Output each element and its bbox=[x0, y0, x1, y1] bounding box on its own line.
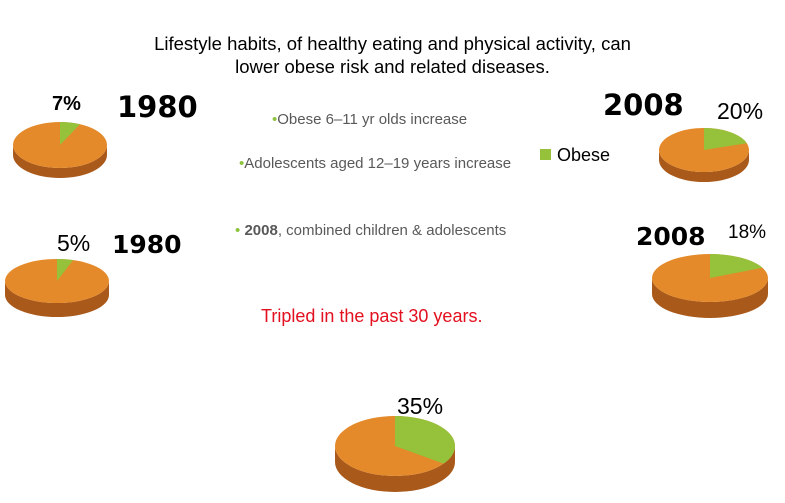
pie-side bbox=[335, 446, 455, 492]
pie-side bbox=[5, 281, 109, 317]
title-line-1: Lifestyle habits, of healthy eating and … bbox=[154, 33, 631, 54]
pie-1-percent-label: 7% bbox=[52, 93, 81, 115]
pie-slice-obese bbox=[395, 416, 455, 464]
bullet-dot-icon: • bbox=[235, 222, 241, 239]
bullet-combined-2008: • 2008, combined children & adolescents bbox=[235, 222, 506, 239]
bullet-year: 2008 bbox=[244, 222, 278, 239]
pie-1-year-label: 1980 bbox=[117, 90, 198, 124]
pie-3-year-label: 2008 bbox=[603, 88, 684, 122]
bullet-text: , combined children & adolescents bbox=[277, 222, 507, 239]
bullet-dot-icon: • bbox=[272, 111, 278, 128]
chart-legend: Obese bbox=[540, 145, 610, 166]
pie-slice-obese bbox=[704, 128, 747, 150]
pie-2-year-label: 1980 bbox=[112, 230, 182, 259]
pie-side bbox=[659, 150, 749, 182]
bullet-text: Adolescents aged 12–19 years increase bbox=[244, 155, 512, 172]
pie-slice-obese bbox=[57, 259, 74, 281]
pie-4-percent-label: 18% bbox=[728, 222, 767, 243]
pie-4-year-label: 2008 bbox=[636, 222, 706, 251]
legend-label-obese: Obese bbox=[557, 145, 611, 165]
pie-slice-obese bbox=[60, 122, 81, 145]
pie-3-percent-label: 20% bbox=[717, 98, 764, 124]
pie-slice-obese bbox=[710, 254, 763, 278]
bullet-dot-icon: • bbox=[239, 155, 245, 172]
pie-2-percent-label: 5% bbox=[57, 230, 91, 256]
pie-side bbox=[13, 145, 107, 178]
title-line-2: lower obese risk and related diseases. bbox=[235, 56, 550, 77]
bullet-text: Obese 6–11 yr olds increase bbox=[277, 111, 468, 128]
bullet-obese-children: •Obese 6–11 yr olds increase bbox=[272, 111, 467, 128]
tripled-note: Tripled in the past 30 years. bbox=[261, 306, 483, 326]
pie-side bbox=[652, 278, 768, 318]
bullet-obese-adolescents: •Adolescents aged 12–19 years increase bbox=[239, 155, 511, 172]
slide-title: Lifestyle habits, of healthy eating and … bbox=[120, 32, 665, 78]
legend-swatch-obese bbox=[540, 149, 551, 160]
pie-5-percent-label: 35% bbox=[397, 393, 444, 419]
